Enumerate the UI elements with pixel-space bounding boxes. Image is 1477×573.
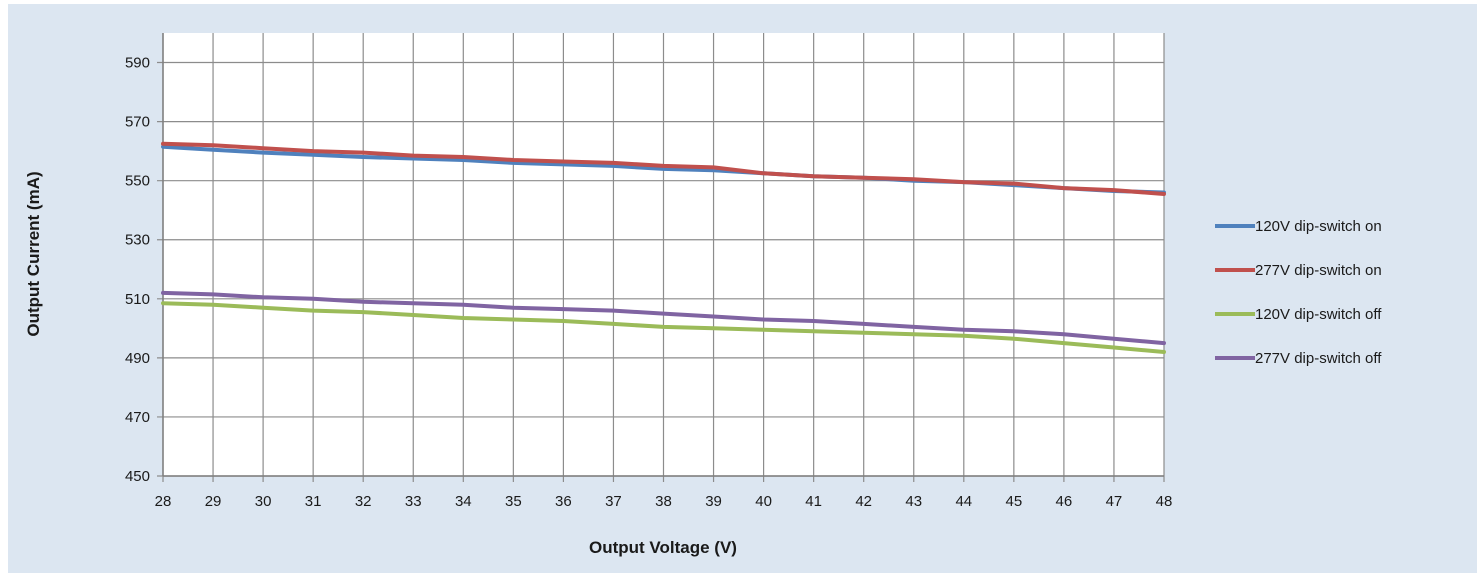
- x-tick-label: 45: [1006, 493, 1023, 510]
- legend: 120V dip-switch on 277V dip-switch on 120V…: [1215, 218, 1382, 367]
- x-tick-label: 35: [505, 493, 522, 510]
- legend-label-120v-dip-switch-off: 120V dip-switch off: [1255, 306, 1382, 323]
- tick-labels: 28 29 30 31 32 33 34 35 36 37 38 39 40 41 42 43 44 45 46 47…: [125, 55, 1172, 510]
- x-tick-label: 38: [655, 493, 672, 510]
- data-series: [161, 141, 1166, 354]
- y-tick-label: 510: [125, 291, 150, 308]
- x-tick-label: 31: [305, 493, 322, 510]
- y-tick-label: 530: [125, 232, 150, 249]
- series-line-120v-dip-switch-off: [161, 301, 1166, 354]
- x-tick-label: 28: [155, 493, 172, 510]
- grid-lines: [157, 33, 1165, 482]
- x-tick-label: 47: [1106, 493, 1123, 510]
- legend-label-277v-dip-switch-off: 277V dip-switch off: [1255, 350, 1382, 367]
- series-line-277v-dip-switch-off: [161, 290, 1166, 346]
- legend-label-120v-dip-switch-on: 120V dip-switch on: [1255, 218, 1382, 235]
- line-chart: 28 29 30 31 32 33 34 35 36 37 38 39 40 41 42 43 44 45 46 47…: [24, 33, 1382, 557]
- x-tick-label: 34: [455, 493, 472, 510]
- x-tick-label: 39: [705, 493, 722, 510]
- x-tick-label: 41: [805, 493, 822, 510]
- y-tick-label: 450: [125, 468, 150, 485]
- y-tick-label: 590: [125, 55, 150, 72]
- chart-frame: 28 29 30 31 32 33 34 35 36 37 38 39 40 41 42 43 44 45 46 47…: [8, 4, 1477, 573]
- y-tick-label: 470: [125, 409, 150, 426]
- x-tick-label: 33: [405, 493, 422, 510]
- y-tick-label: 550: [125, 173, 150, 190]
- x-tick-label: 37: [605, 493, 622, 510]
- x-tick-label: 36: [555, 493, 572, 510]
- y-axis-title: Output Current (mA): [24, 171, 43, 336]
- x-tick-label: 32: [355, 493, 372, 510]
- x-tick-label: 43: [905, 493, 922, 510]
- x-axis-title: Output Voltage (V): [589, 538, 737, 557]
- x-tick-label: 29: [205, 493, 222, 510]
- x-tick-label: 40: [755, 493, 772, 510]
- x-tick-label: 30: [255, 493, 272, 510]
- x-tick-label: 44: [955, 493, 972, 510]
- legend-label-277v-dip-switch-on: 277V dip-switch on: [1255, 262, 1382, 279]
- x-tick-label: 46: [1056, 493, 1073, 510]
- series-line-277v-dip-switch-on: [161, 141, 1166, 196]
- y-tick-label: 570: [125, 114, 150, 131]
- x-tick-label: 48: [1156, 493, 1173, 510]
- y-tick-label: 490: [125, 350, 150, 367]
- x-tick-label: 42: [855, 493, 872, 510]
